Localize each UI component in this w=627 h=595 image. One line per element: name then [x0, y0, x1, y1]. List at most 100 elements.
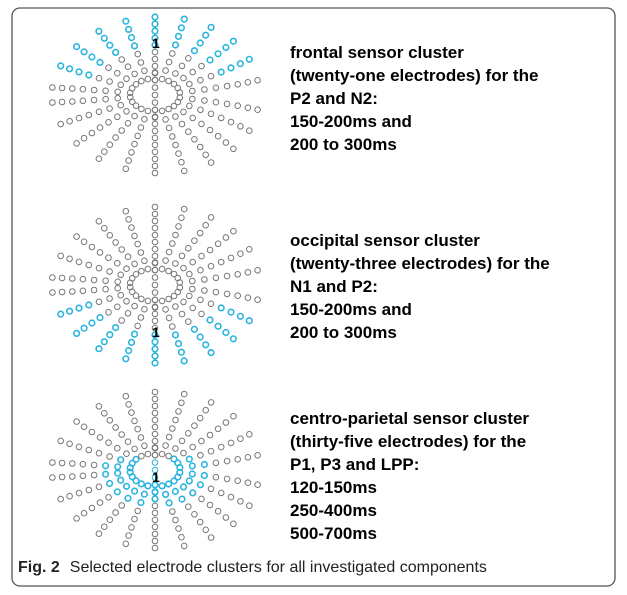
electrode: [151, 231, 159, 239]
electrode: [88, 319, 96, 327]
electrode: [151, 451, 159, 459]
electrode: [180, 264, 187, 272]
electrode: [230, 520, 237, 528]
electrode: [125, 157, 132, 164]
electrode: [178, 214, 185, 222]
electrode: [106, 268, 113, 275]
electrode: [206, 126, 214, 134]
electrode: [117, 476, 125, 484]
electrode: [223, 100, 231, 108]
electrode: [125, 401, 132, 408]
electrode: [151, 274, 159, 281]
electrode: [189, 114, 196, 122]
electrode: [79, 287, 87, 295]
electrode: [185, 318, 192, 326]
electrode: [138, 452, 145, 460]
frame: [11, 7, 616, 587]
electrode: [151, 91, 159, 99]
electrode: [128, 524, 135, 531]
electrode: [207, 214, 215, 221]
electrode: [134, 507, 141, 515]
electrode: [101, 523, 108, 531]
electrode: [49, 274, 56, 281]
electrode: [126, 468, 134, 476]
electrode: [151, 169, 159, 177]
electrode: [105, 309, 112, 316]
electrode: [151, 310, 159, 318]
electrode: [174, 340, 183, 348]
electrode: [246, 502, 253, 510]
electrode: [234, 271, 241, 278]
electrode: [58, 459, 66, 467]
electrode: [158, 265, 166, 273]
electrode: [222, 234, 230, 241]
electrode: [151, 281, 159, 289]
electrode: [236, 312, 244, 320]
electrode: [80, 48, 88, 56]
electrode: [49, 289, 56, 296]
electrode: [172, 70, 179, 77]
electrode: [207, 262, 215, 270]
electrode: [122, 482, 131, 490]
electrode: [58, 98, 66, 106]
electrode: [106, 453, 113, 460]
electrode: [105, 64, 112, 71]
electrode: [130, 330, 139, 338]
electrode: [202, 151, 209, 159]
electrode: [123, 265, 130, 273]
electrode: [49, 84, 56, 91]
electrode: [134, 240, 141, 248]
electrode: [234, 81, 241, 88]
electrode: [189, 68, 196, 76]
electrode: [217, 68, 225, 76]
electrode: [180, 298, 187, 306]
electrode: [254, 452, 261, 459]
electrode: [117, 456, 125, 464]
electrode: [197, 106, 204, 114]
electrode: [79, 97, 87, 105]
electrode: [122, 17, 130, 25]
electrode: [85, 111, 93, 119]
electrode: [106, 295, 113, 302]
electrode: [206, 501, 214, 509]
cluster-description: 200 to 300ms: [290, 135, 397, 154]
electrode: [186, 80, 193, 88]
electrode: [165, 124, 173, 132]
electrode: [102, 277, 109, 285]
electrode: [96, 499, 104, 506]
electrode: [178, 533, 185, 541]
electrode: [101, 410, 108, 417]
electrode: [244, 79, 252, 86]
electrode: [79, 472, 87, 480]
electrode: [217, 443, 225, 451]
caption: Fig. 2 Selected electrode clusters for al…: [18, 559, 487, 576]
electrode: [85, 446, 93, 454]
electrode: [118, 431, 125, 438]
electrode: [189, 258, 196, 266]
electrode: [165, 77, 172, 85]
electrode: [197, 76, 204, 84]
electrode: [75, 489, 83, 497]
electrode: [254, 481, 261, 489]
electrode: [95, 218, 103, 225]
electrode: [49, 99, 56, 106]
electrode: [57, 495, 65, 503]
electrode: [207, 23, 215, 32]
electrode: [222, 514, 230, 521]
electrode: [128, 459, 136, 467]
electrode: [175, 408, 182, 415]
electrode: [58, 473, 66, 481]
electrode: [237, 498, 244, 505]
electrode: [95, 264, 103, 272]
electrode: [223, 475, 231, 483]
electrode: [114, 88, 121, 96]
electrode: [245, 55, 253, 63]
electrode: [222, 328, 230, 337]
electrode: [132, 102, 140, 109]
electrode: [180, 167, 188, 175]
electrode: [144, 107, 152, 115]
electrode: [151, 62, 159, 70]
electrode: [202, 526, 209, 534]
electrode: [158, 482, 166, 490]
electrode: [196, 518, 204, 526]
